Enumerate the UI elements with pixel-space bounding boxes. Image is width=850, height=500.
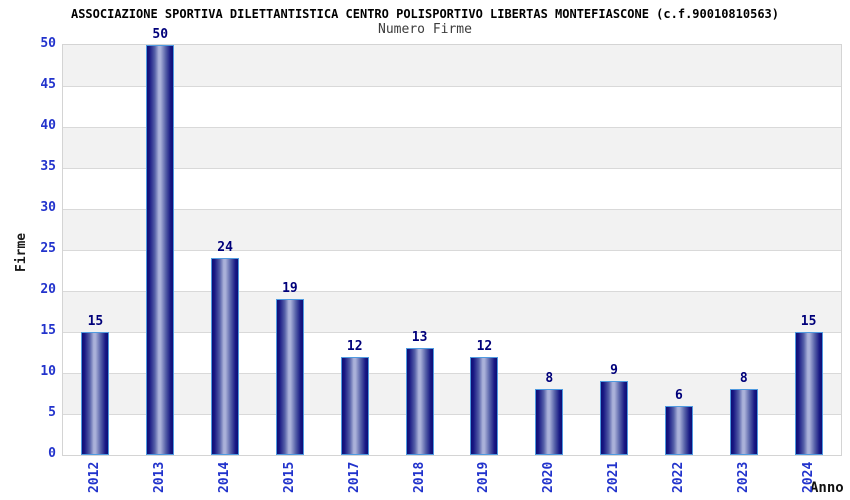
bar-value-label: 15 xyxy=(87,314,104,329)
plot-band-white xyxy=(63,250,841,291)
bar-2023 xyxy=(729,389,758,455)
x-tick-label-2013: 2013 xyxy=(152,462,168,494)
bar-2024 xyxy=(794,332,823,455)
bar-value-label: 12 xyxy=(346,338,363,354)
y-tick-label: 35 xyxy=(40,159,56,174)
chart-title: ASSOCIAZIONE SPORTIVA DILETTANTISTICA CE… xyxy=(70,7,779,21)
x-tick-label-2018: 2018 xyxy=(411,462,427,494)
bar-value-label: 15 xyxy=(800,314,817,329)
bar-2020 xyxy=(535,389,564,455)
bar-2022 xyxy=(664,405,693,455)
plot-band-white xyxy=(63,168,841,209)
y-tick-label: 45 xyxy=(40,77,56,92)
gridline xyxy=(63,127,841,128)
x-tick-label-2021: 2021 xyxy=(606,462,622,494)
bar-2012 xyxy=(81,332,110,455)
y-tick-label: 50 xyxy=(40,36,56,51)
y-tick-label: 15 xyxy=(40,323,56,338)
plot-band-gray xyxy=(63,45,841,86)
x-tick-label-2022: 2022 xyxy=(670,462,686,494)
y-tick-label: 25 xyxy=(40,241,56,256)
bar-value-label: 9 xyxy=(610,363,618,379)
bar-value-label: 13 xyxy=(411,330,428,346)
bar-2021 xyxy=(600,381,629,455)
bar-value-label: 19 xyxy=(282,281,298,297)
x-tick-label-2015: 2015 xyxy=(281,462,297,494)
x-tick-label-2023: 2023 xyxy=(735,462,751,494)
y-tick-label: 40 xyxy=(40,118,56,133)
plot-band-gray xyxy=(63,373,841,414)
bar-value-label: 24 xyxy=(217,240,233,256)
x-axis-title: Anno xyxy=(810,480,844,496)
bar-2017 xyxy=(340,356,369,455)
bar-value-label: 8 xyxy=(545,371,554,387)
bar-2018 xyxy=(405,348,434,455)
plot-band-gray xyxy=(63,127,841,168)
y-tick-label: 5 xyxy=(48,405,56,420)
y-tick-label: 20 xyxy=(40,282,56,297)
y-tick-label: 10 xyxy=(40,364,56,379)
plot-band-gray xyxy=(63,209,841,250)
bar-value-label: 50 xyxy=(152,27,169,42)
gridline xyxy=(63,414,841,415)
plot-area xyxy=(62,44,842,456)
bar-2013 xyxy=(146,45,175,455)
gridline xyxy=(63,291,841,292)
bar-value-label: 6 xyxy=(674,387,683,403)
gridline xyxy=(63,373,841,374)
x-tick-label-2024: 2024 xyxy=(800,462,816,494)
x-tick-label-2014: 2014 xyxy=(217,462,233,494)
chart-subtitle: Numero Firme xyxy=(378,22,472,37)
gridline xyxy=(63,209,841,210)
bar-2015 xyxy=(275,299,304,455)
x-tick-label-2019: 2019 xyxy=(476,462,492,494)
gridline xyxy=(63,86,841,87)
bar-2014 xyxy=(211,258,240,455)
x-tick-label-2020: 2020 xyxy=(541,462,557,494)
gridline xyxy=(63,250,841,251)
plot-band-gray xyxy=(63,291,841,332)
y-tick-label: 0 xyxy=(48,446,56,461)
gridline xyxy=(63,168,841,169)
bar-2019 xyxy=(470,356,499,455)
x-tick-label-2017: 2017 xyxy=(346,462,362,494)
plot-band-white xyxy=(63,414,841,455)
bar-value-label: 12 xyxy=(476,338,493,354)
plot-band-white xyxy=(63,86,841,127)
plot-band-white xyxy=(63,332,841,373)
x-tick-label-2012: 2012 xyxy=(87,462,103,494)
bar-value-label: 8 xyxy=(739,371,748,387)
gridline xyxy=(63,332,841,333)
y-tick-label: 30 xyxy=(40,200,56,215)
